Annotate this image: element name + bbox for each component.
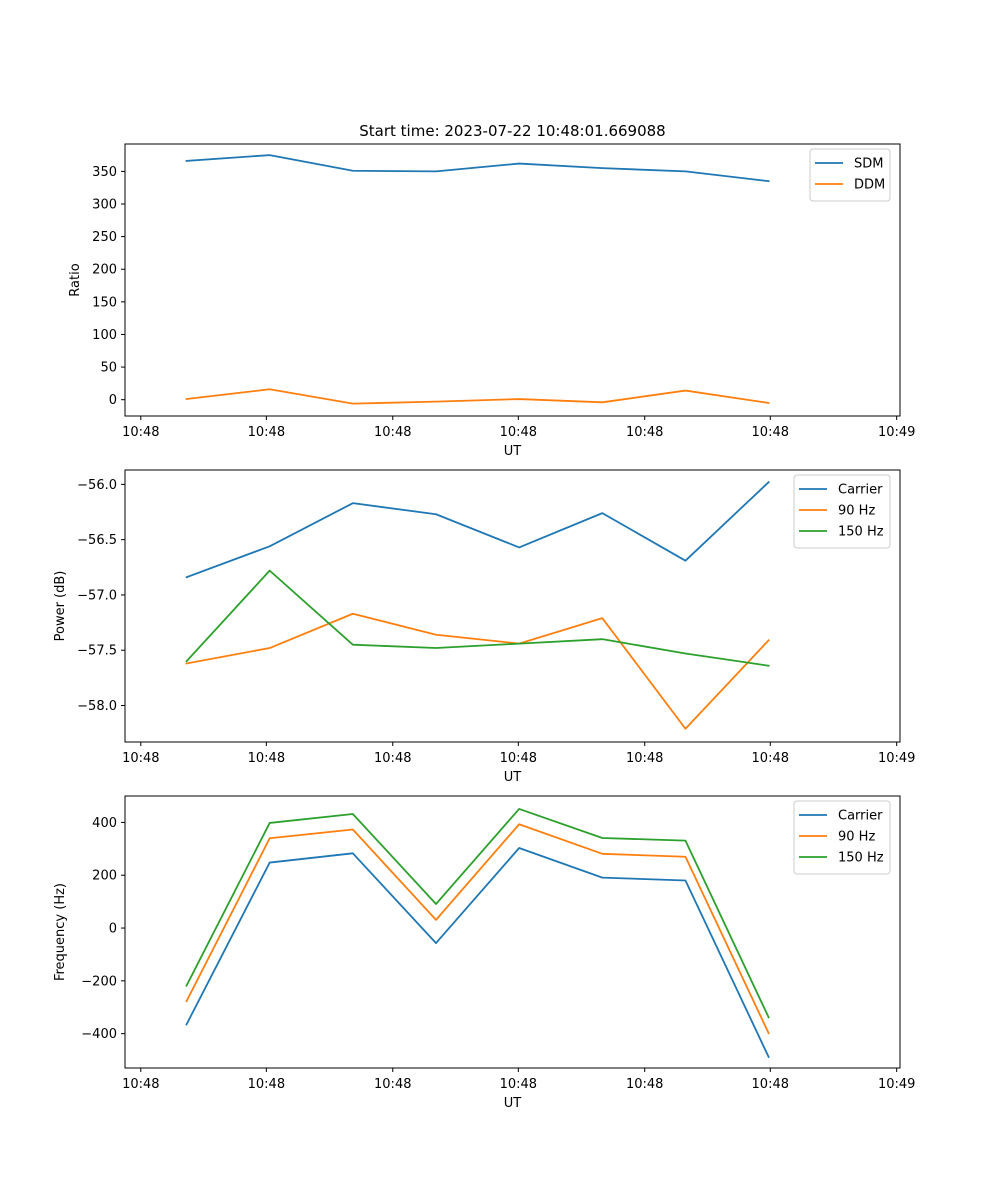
legend-box <box>793 474 891 549</box>
y-axis-label: Power (dB) <box>53 571 68 642</box>
y-tick-label: 200 <box>92 263 117 278</box>
legend-label: 150 Hz <box>838 525 884 540</box>
y-tick-label: −57.5 <box>77 644 117 659</box>
y-tick-label: 200 <box>92 869 117 884</box>
x-tick-label: 10:48 <box>248 751 285 766</box>
x-tick-label: 10:48 <box>248 1077 285 1092</box>
x-tick-label: 10:48 <box>626 751 663 766</box>
y-tick-label: −200 <box>81 974 117 989</box>
y-tick-label: 150 <box>92 295 117 310</box>
y-tick-label: 250 <box>92 230 117 245</box>
chart-title: Start time: 2023-07-22 10:48:01.669088 <box>359 122 665 140</box>
x-tick-label: 10:48 <box>626 1077 663 1092</box>
legend-label: 90 Hz <box>838 830 875 845</box>
y-tick-label: 0 <box>109 922 117 937</box>
x-tick-label: 10:48 <box>374 751 411 766</box>
legend-label: DDM <box>854 178 885 193</box>
legend-label: Carrier <box>838 483 883 498</box>
y-tick-label: 100 <box>92 328 117 343</box>
x-tick-label: 10:48 <box>500 751 537 766</box>
subplot-frequency: 10:48 10:48 10:48 10:48 10:48 10:48 10:49 −400 −… <box>53 795 915 1111</box>
series-line-90-hz <box>185 823 770 1035</box>
x-tick-label: 10:49 <box>878 425 915 440</box>
y-tick-label: −56.0 <box>77 478 117 493</box>
legend-label: 90 Hz <box>838 504 875 519</box>
x-axis-label: UT <box>504 770 522 785</box>
x-tick-label: 10:48 <box>626 425 663 440</box>
series-line-ddm <box>185 388 770 405</box>
legend: Carrier 90 Hz 150 Hz <box>793 800 891 875</box>
x-tick-label: 10:48 <box>374 425 411 440</box>
series-line-90-hz <box>185 612 770 730</box>
x-tick-label: 10:49 <box>878 751 915 766</box>
legend-label: Carrier <box>838 809 883 824</box>
x-axis-label: UT <box>504 444 522 459</box>
series-line-150-hz <box>185 808 770 1019</box>
x-tick-label: 10:48 <box>122 425 159 440</box>
legend: SDM DDM <box>809 148 891 202</box>
legend-label: SDM <box>854 157 883 172</box>
legend-box <box>809 148 891 202</box>
y-tick-label: −58.0 <box>77 699 117 714</box>
x-tick-label: 10:48 <box>374 1077 411 1092</box>
series-line-carrier <box>185 847 770 1059</box>
y-axis-label: Frequency (Hz) <box>53 883 68 981</box>
axes-frame <box>124 795 901 1069</box>
series-line-150-hz <box>185 569 770 667</box>
y-tick-label: 300 <box>92 198 117 213</box>
x-tick-label: 10:48 <box>752 1077 789 1092</box>
axes-frame <box>124 143 901 417</box>
y-tick-label: 50 <box>100 361 117 376</box>
y-tick-label: −400 <box>81 1027 117 1042</box>
y-axis-label: Ratio <box>68 263 83 296</box>
x-tick-label: 10:48 <box>752 425 789 440</box>
x-tick-label: 10:48 <box>122 1077 159 1092</box>
subplot-power: 10:48 10:48 10:48 10:48 10:48 10:48 10:49 −58.0… <box>53 469 915 785</box>
x-tick-label: 10:48 <box>248 425 285 440</box>
y-tick-label: −56.5 <box>77 533 117 548</box>
legend-box <box>793 800 891 875</box>
y-tick-label: −57.0 <box>77 588 117 603</box>
y-tick-label: 400 <box>92 816 117 831</box>
legend: Carrier 90 Hz 150 Hz <box>793 474 891 549</box>
x-tick-label: 10:48 <box>122 751 159 766</box>
series-line-carrier <box>185 480 770 579</box>
y-tick-label: 350 <box>92 165 117 180</box>
x-tick-label: 10:48 <box>500 425 537 440</box>
series-line-sdm <box>185 154 770 183</box>
axes-frame <box>124 469 901 743</box>
x-tick-label: 10:49 <box>878 1077 915 1092</box>
y-tick-label: 0 <box>109 393 117 408</box>
subplot-ratio: 10:48 10:48 10:48 10:48 10:48 10:48 10:49 0 50 10… <box>68 143 915 459</box>
x-tick-label: 10:48 <box>752 751 789 766</box>
x-axis-label: UT <box>504 1096 522 1111</box>
legend-label: 150 Hz <box>838 851 884 866</box>
x-tick-label: 10:48 <box>500 1077 537 1092</box>
